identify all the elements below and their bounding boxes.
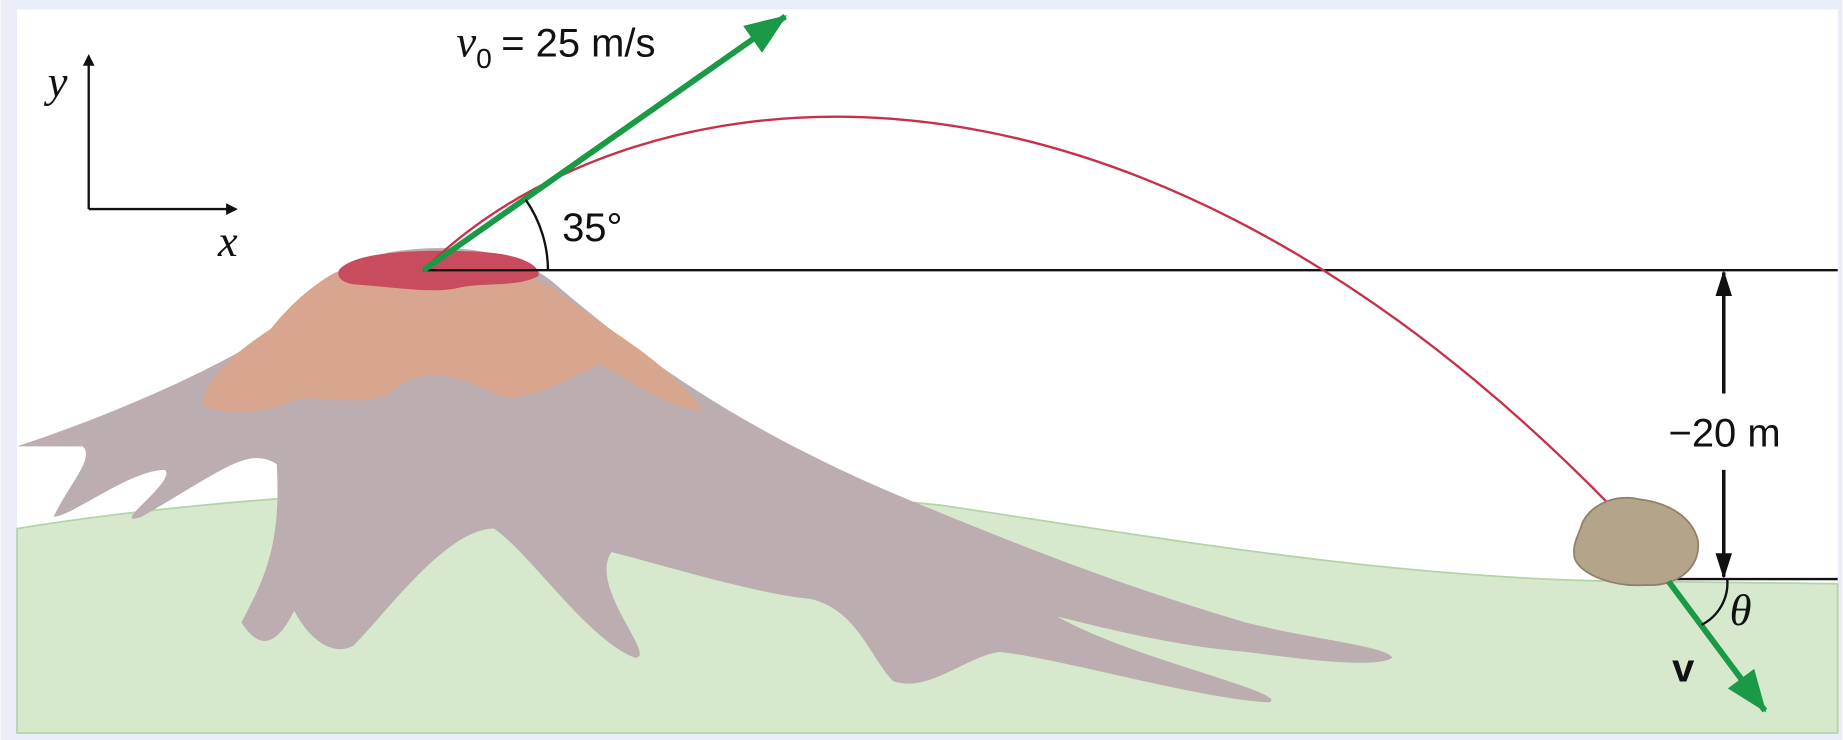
final-velocity-label: v	[1672, 646, 1695, 690]
velocity-value: = 25 m/s	[501, 21, 655, 65]
launch-angle-label: 35°	[562, 206, 622, 250]
y-axis-label: y	[44, 56, 68, 106]
velocity-symbol: v	[456, 16, 476, 66]
page: y x v0= 25 m/s 35° −20 m θ v (() => { co…	[0, 0, 1843, 740]
height-label: −20 m	[1669, 411, 1781, 455]
velocity-subscript: 0	[476, 42, 492, 74]
x-axis-label: x	[217, 216, 238, 266]
projectile-diagram: y x v0= 25 m/s 35° −20 m θ v	[0, 0, 1843, 740]
impact-angle-label: θ	[1730, 585, 1752, 635]
